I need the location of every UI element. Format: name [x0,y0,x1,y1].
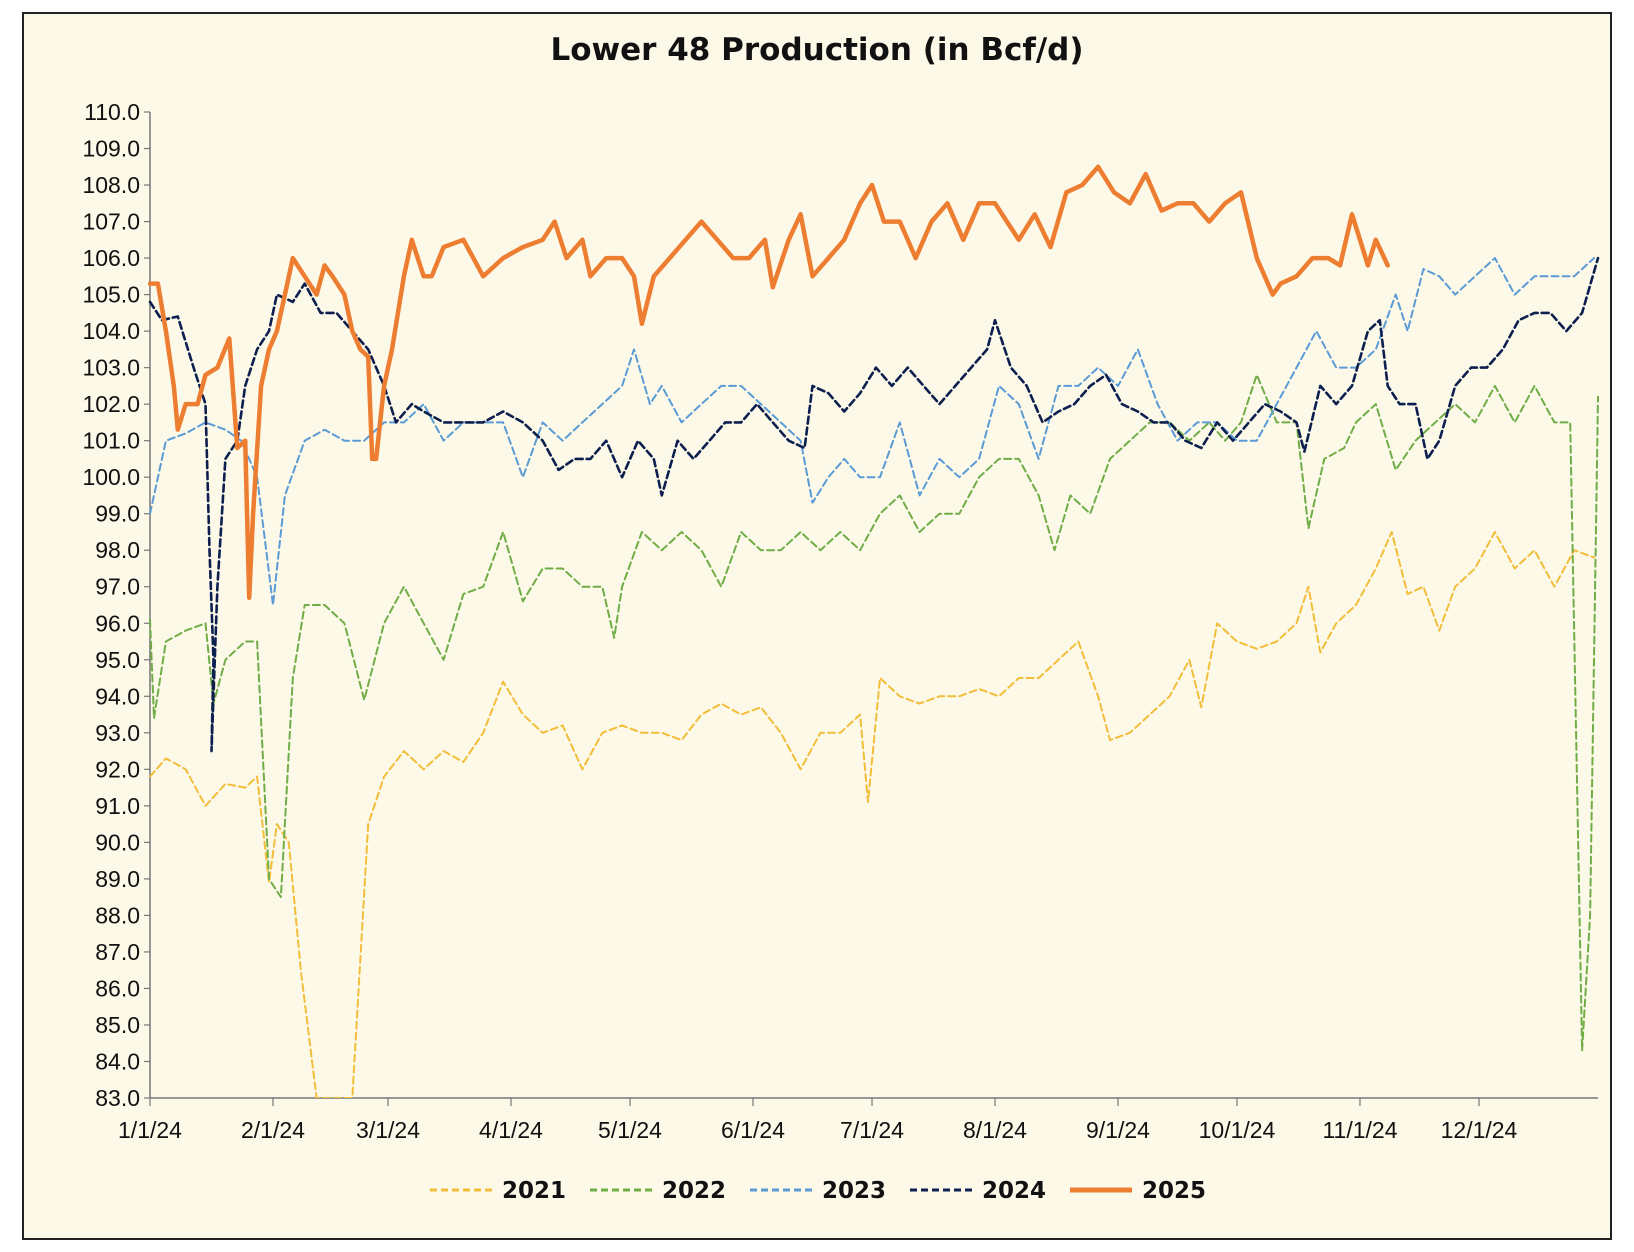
legend-label-2023: 2023 [822,1178,886,1204]
x-tick-label: 4/1/24 [479,1117,543,1143]
chart-frame [22,12,1612,1240]
y-tick-label: 101.0 [82,428,140,454]
y-tick-label: 87.0 [95,939,140,965]
y-tick-label: 97.0 [95,574,140,600]
y-tick-label: 98.0 [95,537,140,563]
y-tick-label: 86.0 [95,975,140,1001]
y-axis: 83.0 84.0 85.0 86.0 87.0 88.0 89.0 90.0 91.0 92.0… [82,99,151,1111]
y-tick-label: 96.0 [95,610,140,636]
x-tick-label: 8/1/24 [963,1117,1027,1143]
y-tick-label: 83.0 [95,1085,140,1111]
y-tick-label: 91.0 [95,793,140,819]
y-tick-label: 84.0 [95,1048,140,1074]
series-line-2023 [149,257,1595,606]
y-tick-label: 105.0 [82,282,140,308]
y-tick-label: 93.0 [95,720,140,746]
y-tick-label: 85.0 [95,1012,140,1038]
x-tick-label: 2/1/24 [241,1117,305,1143]
series-layer [148,164,1600,1098]
series-line-2022 [149,373,1599,1052]
y-tick-label: 103.0 [82,355,140,381]
legend: 2021 2022 2023 2024 2025 [430,1178,1206,1204]
x-tick-label: 12/1/24 [1441,1117,1518,1143]
series-line-2021 [149,531,1595,1098]
series-line-2024 [148,256,1600,753]
x-tick-label: 11/1/24 [1322,1117,1397,1143]
x-tick-label: 9/1/24 [1086,1117,1150,1143]
x-tick-label: 5/1/24 [598,1117,662,1143]
series-line-2025 [148,164,1390,600]
y-tick-label: 92.0 [95,756,140,782]
legend-label-2025: 2025 [1142,1178,1206,1204]
y-tick-label: 90.0 [95,829,140,855]
x-tick-label: 7/1/24 [840,1117,904,1143]
chart-title: Lower 48 Production (in Bcf/d) [550,32,1084,68]
x-tick-label: 10/1/24 [1199,1117,1276,1143]
x-tick-label: 3/1/24 [356,1117,420,1143]
y-tick-label: 108.0 [82,172,140,198]
x-tick-label: 1/1/24 [118,1117,182,1143]
y-tick-label: 95.0 [95,647,140,673]
y-tick-label: 94.0 [95,683,140,709]
y-tick-label: 100.0 [82,464,140,490]
legend-label-2022: 2022 [662,1178,726,1204]
y-tick-label: 99.0 [95,501,140,527]
y-tick-label: 106.0 [82,245,140,271]
x-tick-label: 6/1/24 [721,1117,785,1143]
x-axis: 1/1/24 2/1/24 3/1/24 4/1/24 5/1/24 6/1/24 7/1/… [118,1097,1598,1143]
y-tick-label: 107.0 [82,209,140,235]
y-tick-label: 104.0 [82,318,140,344]
legend-label-2024: 2024 [982,1178,1046,1204]
legend-label-2021: 2021 [502,1178,566,1204]
y-tick-label: 102.0 [82,391,140,417]
y-tick-label: 88.0 [95,902,140,928]
y-tick-label: 110.0 [84,99,140,125]
y-tick-label: 89.0 [95,866,140,892]
y-tick-label: 109.0 [82,136,140,162]
